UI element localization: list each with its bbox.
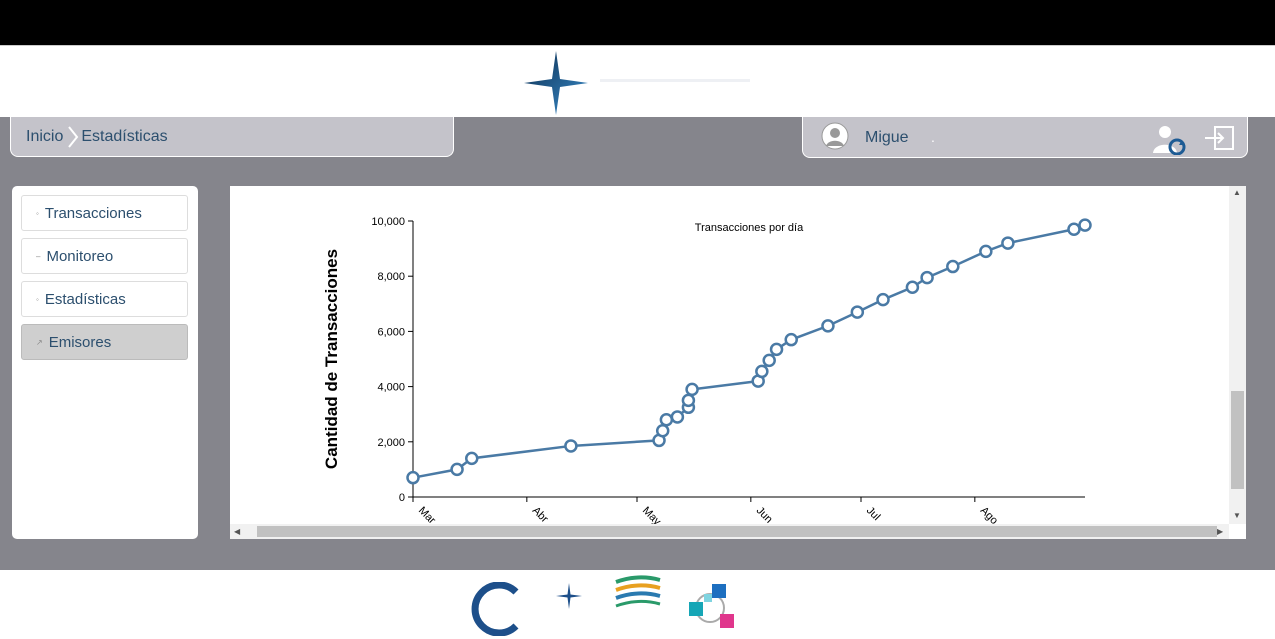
y-tick-label: 4,000: [377, 382, 405, 394]
sidebar: ◦ Transacciones – Monitoreo ◦ Estadístic…: [12, 186, 198, 539]
data-point: [905, 280, 920, 294]
x-tick-label: Jul: [864, 505, 882, 523]
star-logo-icon: [524, 51, 588, 115]
x-tick-label: Mar: [416, 505, 438, 524]
data-point: [450, 462, 464, 477]
data-point: [1001, 236, 1015, 250]
data-point: [465, 451, 479, 466]
horizontal-scrollbar[interactable]: ◀ ▶: [230, 524, 1229, 539]
x-tick-label: Jun: [754, 505, 775, 524]
brand-wordmark-icon: [600, 79, 750, 82]
user-avatar-icon: [821, 122, 849, 150]
sidebar-item-estadisticas[interactable]: ◦ Estadísticas: [21, 281, 188, 317]
horizontal-scroll-thumb[interactable]: [257, 526, 1217, 537]
data-point: [769, 342, 784, 357]
data-point: [946, 259, 960, 274]
data-point: [1067, 222, 1081, 237]
scroll-up-icon[interactable]: ▲: [1233, 188, 1241, 197]
footer-logos: [0, 570, 1275, 639]
line-chart: 0 2,000 4,000 6,000 8,000 10,000 Mar Abr May Jun J…: [322, 216, 1092, 524]
x-tick-label: Abr: [530, 505, 551, 524]
site-header: [0, 45, 1275, 118]
data-point: [564, 439, 578, 453]
y-tick-label: 0: [399, 492, 405, 504]
chart-title: Transacciones por día: [695, 222, 804, 234]
data-point: [784, 332, 798, 347]
scroll-down-icon[interactable]: ▼: [1233, 511, 1241, 520]
y-tick-label: 10,000: [371, 216, 405, 228]
sidebar-item-label: Monitoreo: [46, 247, 114, 265]
stripes-logo-icon: [615, 575, 661, 608]
y-tick-label: 6,000: [377, 326, 405, 338]
c-logo-icon: [471, 582, 519, 636]
vertical-scroll-thumb[interactable]: [1231, 391, 1244, 489]
data-point: [821, 319, 835, 333]
data-point: [755, 364, 769, 379]
logout-icon[interactable]: [1203, 125, 1235, 151]
data-point: [685, 382, 699, 397]
chevron-right-icon: [68, 125, 79, 148]
bullet-icon: ◦: [36, 208, 39, 218]
y-axis-label: Cantidad de Transacciones: [322, 249, 341, 469]
bullet-icon: ◦: [36, 294, 39, 304]
y-tick-label: 2,000: [377, 437, 405, 449]
data-point: [876, 292, 890, 307]
sidebar-item-label: Estadísticas: [44, 290, 126, 308]
sidebar-item-label: Transacciones: [44, 204, 142, 222]
data-point: [681, 393, 696, 408]
breadcrumb-current: Estadísticas: [81, 127, 168, 145]
sidebar-item-monitoreo[interactable]: – Monitoreo: [21, 238, 188, 274]
data-point: [850, 305, 865, 319]
sidebar-item-label: Emisores: [48, 333, 112, 351]
scroll-left-icon[interactable]: ◀: [234, 527, 241, 536]
data-point: [762, 353, 776, 368]
data-point: [670, 410, 685, 424]
user-extra: .: [931, 129, 935, 145]
breadcrumb: Inicio Estadísticas: [10, 117, 454, 157]
user-name: Migue: [865, 129, 909, 146]
star-small-icon: [556, 583, 582, 609]
user-panel: Migue .: [802, 117, 1248, 158]
user-refresh-icon[interactable]: [1149, 123, 1187, 155]
scroll-right-icon[interactable]: ▶: [1217, 527, 1224, 536]
series-line: [412, 223, 1086, 479]
data-point: [920, 270, 934, 285]
x-tick-label: Ago: [978, 505, 1000, 524]
breadcrumb-home[interactable]: Inicio: [26, 127, 64, 145]
data-point: [979, 244, 993, 259]
y-tick-label: 8,000: [377, 271, 405, 283]
sidebar-item-transacciones[interactable]: ◦ Transacciones: [21, 195, 188, 231]
top-black-bar: [0, 0, 1275, 45]
x-tick-label: May: [640, 505, 664, 524]
data-point: [1078, 218, 1092, 232]
sidebar-item-emisores[interactable]: ↗ Emisores: [21, 324, 188, 360]
chart-panel: 0 2,000 4,000 6,000 8,000 10,000 Mar Abr May Jun J…: [230, 186, 1246, 539]
bullet-icon: –: [36, 251, 41, 261]
data-point: [655, 424, 670, 438]
data-point: [406, 470, 420, 485]
data-point: [659, 412, 674, 427]
vertical-scrollbar[interactable]: ▲ ▼: [1229, 186, 1246, 524]
bullet-icon: ↗: [36, 337, 43, 347]
squares-logo-icon: [689, 584, 734, 628]
